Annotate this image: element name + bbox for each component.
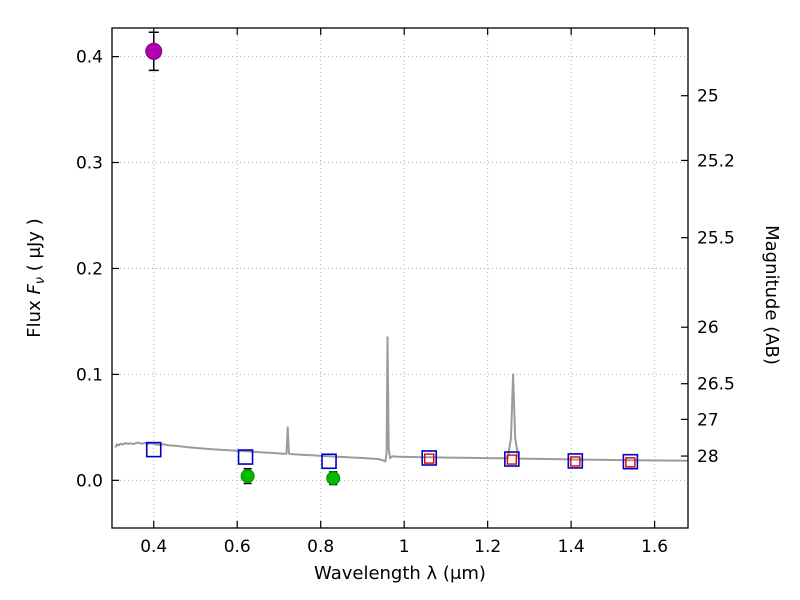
model-photometry-squares-marker bbox=[622, 453, 639, 470]
y-tick-label-right: 25 bbox=[697, 87, 719, 107]
x-tick-label: 0.4 bbox=[140, 537, 167, 557]
x-tick-label: 1.4 bbox=[558, 537, 585, 557]
y-tick-label-left: 0.2 bbox=[76, 259, 103, 279]
observed-photometry-squares-marker bbox=[570, 456, 581, 467]
y-tick-label-right: 27 bbox=[697, 410, 719, 430]
y-tick-label-right: 26.5 bbox=[697, 375, 735, 395]
y-tick-label-left: 0.1 bbox=[76, 365, 103, 385]
observed-photometry-squares-marker bbox=[625, 457, 636, 468]
x-tick-label: 1.2 bbox=[474, 537, 501, 557]
model-spectrum bbox=[114, 336, 688, 463]
y-tick-label-right: 28 bbox=[697, 447, 719, 467]
model-photometry-squares-marker bbox=[237, 449, 254, 465]
observed-photometry-squares-marker bbox=[506, 454, 518, 465]
y-tick-label-left: 0.0 bbox=[76, 471, 103, 491]
faint-points-green-marker bbox=[326, 471, 341, 486]
plot-area bbox=[112, 28, 688, 528]
y-tick-label-right: 25.2 bbox=[697, 151, 735, 171]
detected-point-magenta-marker bbox=[145, 42, 163, 60]
y-tick-label-left: 0.4 bbox=[76, 48, 103, 68]
model-photometry-squares-marker bbox=[421, 450, 438, 466]
x-tick-label: 1 bbox=[399, 537, 410, 557]
y-tick-label-right: 26 bbox=[697, 318, 719, 338]
left-axis-label: Flux Fν ( μJy ) bbox=[24, 218, 48, 337]
y-tick-label-right: 25.5 bbox=[697, 229, 735, 249]
model-photometry-squares-marker bbox=[145, 441, 162, 458]
model-photometry-squares-marker bbox=[567, 453, 584, 469]
plot-frame bbox=[111, 27, 689, 529]
y-tick-label-left: 0.3 bbox=[76, 154, 103, 174]
faint-points-green-marker bbox=[240, 469, 255, 484]
model-photometry-squares-marker bbox=[504, 451, 520, 467]
x-tick-label: 0.6 bbox=[224, 537, 251, 557]
observed-photometry-squares-marker bbox=[424, 453, 435, 464]
right-axis-label: Magnitude (AB) bbox=[761, 225, 782, 365]
model-photometry-squares-marker bbox=[321, 453, 337, 470]
x-axis-label: Wavelength λ (μm) bbox=[314, 563, 486, 584]
x-tick-label: 1.6 bbox=[641, 537, 668, 557]
x-tick-label: 0.8 bbox=[307, 537, 334, 557]
